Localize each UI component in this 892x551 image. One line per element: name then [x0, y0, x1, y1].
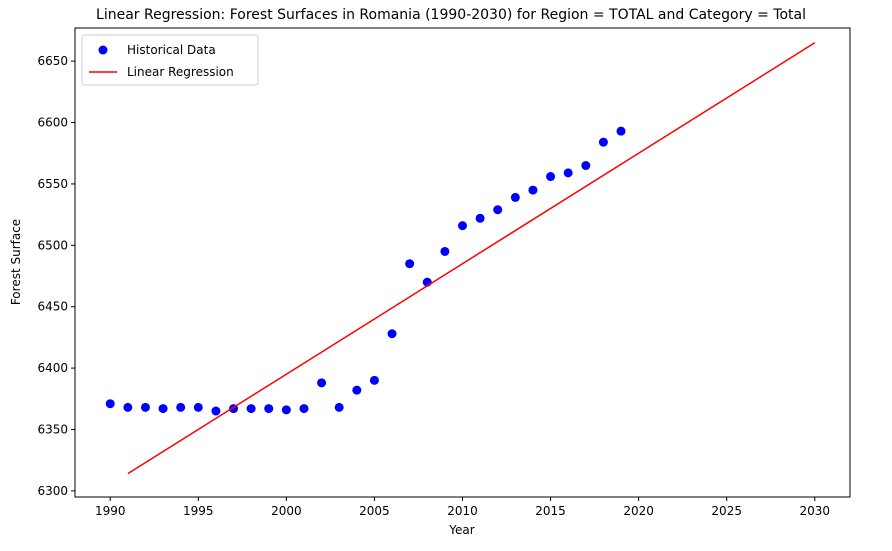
data-point [281, 405, 291, 415]
data-point [475, 213, 485, 223]
x-tick-label: 2015 [535, 504, 566, 518]
legend-label: Historical Data [127, 43, 216, 57]
y-axis-label: Forest Surface [9, 219, 23, 305]
data-point [493, 205, 503, 215]
data-point [193, 402, 203, 412]
legend: Historical Data Linear Regression [81, 34, 259, 86]
x-tick-label: 2025 [711, 504, 742, 518]
data-point [176, 402, 186, 412]
data-point [563, 168, 573, 178]
data-point [546, 172, 556, 182]
data-point [440, 246, 450, 256]
y-tick-label: 6400 [37, 361, 68, 375]
plot-frame [74, 27, 851, 498]
data-point [211, 406, 221, 416]
data-point [405, 259, 415, 269]
data-point [158, 404, 168, 414]
data-point [387, 329, 397, 339]
data-point [598, 137, 608, 147]
x-axis: 1990 1995 2000 2005 2010 2015 2020 2025 2030 [95, 497, 830, 518]
data-point [369, 375, 379, 385]
data-point [123, 402, 133, 412]
y-tick-label: 6600 [37, 116, 68, 130]
data-point [458, 221, 467, 231]
y-tick-label: 6500 [37, 238, 68, 252]
data-point [246, 404, 256, 414]
x-tick-label: 2005 [359, 504, 390, 518]
data-point [510, 192, 520, 202]
y-tick-label: 6650 [37, 54, 68, 68]
y-tick-label: 6450 [37, 300, 68, 314]
x-tick-label: 2020 [623, 504, 654, 518]
legend-box [81, 34, 259, 86]
data-point [352, 385, 362, 395]
x-axis-label: Year [448, 523, 474, 537]
data-point [140, 402, 150, 412]
data-point [334, 402, 344, 412]
y-axis: 6300 6350 6400 6450 6500 6550 6600 6650 [37, 54, 75, 498]
chart-title: Linear Regression: Forest Surfaces in Ro… [96, 7, 806, 23]
x-tick-label: 2000 [271, 504, 302, 518]
legend-marker-swatch [98, 45, 108, 55]
data-point [317, 378, 327, 388]
x-tick-label: 2030 [799, 504, 830, 518]
plot-area [105, 42, 816, 475]
y-tick-label: 6350 [37, 422, 68, 436]
data-point [528, 185, 538, 195]
regression-line [127, 42, 816, 475]
legend-label: Linear Regression [127, 65, 234, 79]
x-tick-label: 1990 [95, 504, 126, 518]
data-point [616, 126, 626, 136]
x-tick-label: 2010 [447, 504, 478, 518]
data-point [105, 399, 115, 409]
x-tick-label: 1995 [183, 504, 214, 518]
y-tick-label: 6300 [37, 484, 68, 498]
data-point [264, 404, 274, 414]
y-tick-label: 6550 [37, 177, 68, 191]
data-point [299, 404, 309, 414]
data-point [581, 161, 591, 171]
